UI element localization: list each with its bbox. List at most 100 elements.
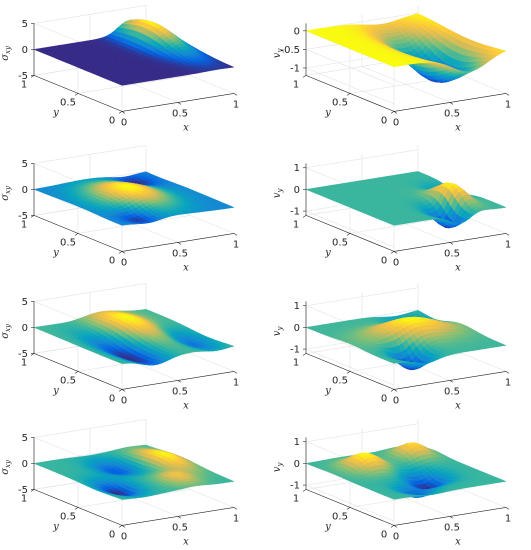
z-tick-label: -1 bbox=[290, 207, 300, 218]
y-tick-label: 0 bbox=[381, 115, 387, 126]
y-tick-label: 1 bbox=[293, 79, 299, 90]
x-tick-label: 0.5 bbox=[172, 108, 188, 119]
z-tick-label: -5 bbox=[18, 485, 28, 496]
y-tick-label: 1 bbox=[293, 493, 299, 504]
z-tick-label: 1 bbox=[294, 163, 300, 174]
surface-mesh bbox=[33, 171, 235, 226]
x-tick-label: 0 bbox=[121, 117, 127, 128]
x-tick-label: 1 bbox=[505, 513, 511, 524]
surface-panel-4: 0 0.5 1 0 0.5 1 -1 0 1 x y vy bbox=[272, 140, 531, 276]
x-tick-label: 0 bbox=[121, 531, 127, 542]
z-tick-label: 5 bbox=[22, 159, 28, 170]
x-tick-label: 0.5 bbox=[444, 522, 460, 533]
y-tick-label: 0.5 bbox=[332, 97, 348, 108]
z-tick-label: 5 bbox=[22, 19, 28, 30]
y-tick-label: 0 bbox=[109, 255, 115, 266]
x-tick-label: 0 bbox=[393, 257, 399, 268]
z-axis-label: σxy bbox=[0, 185, 12, 201]
surface-panel-6: 0 0.5 1 0 0.5 1 -1 0 1 x y vy bbox=[272, 278, 531, 414]
y-tick-label: 0.5 bbox=[332, 511, 348, 522]
surface-mesh bbox=[33, 444, 235, 500]
x-axis-label: x bbox=[183, 536, 189, 547]
surface-mesh bbox=[33, 19, 235, 86]
y-tick-label: 1 bbox=[21, 219, 27, 230]
surface-panel-8: 0 0.5 1 0 0.5 1 -1 0 1 x y vy bbox=[272, 414, 531, 550]
x-tick-label: 0 bbox=[121, 395, 127, 406]
y-axis-label: y bbox=[52, 521, 59, 532]
x-tick-label: 0.5 bbox=[444, 386, 460, 397]
z-axis-label: σxy bbox=[0, 45, 12, 61]
x-axis-label: x bbox=[455, 400, 461, 411]
z-tick-label: 5 bbox=[22, 297, 28, 308]
y-tick-label: 0.5 bbox=[60, 375, 76, 386]
surface-panel-3: 0 0.5 1 0 0.5 1 -5 0 5 x y σxy bbox=[0, 140, 260, 276]
surface-mesh bbox=[305, 309, 507, 371]
z-tick-label: 1 bbox=[294, 437, 300, 448]
y-tick-label: 0.5 bbox=[332, 237, 348, 248]
y-axis-label: y bbox=[52, 247, 59, 258]
x-tick-label: 0.5 bbox=[172, 522, 188, 533]
y-axis-label: y bbox=[324, 385, 331, 396]
y-tick-label: 0.5 bbox=[60, 97, 76, 108]
z-tick-label: 0 bbox=[22, 323, 28, 334]
x-tick-label: 0 bbox=[393, 531, 399, 542]
y-tick-label: 0.5 bbox=[60, 237, 76, 248]
y-tick-label: 0 bbox=[109, 529, 115, 540]
surface-mesh bbox=[305, 13, 507, 83]
x-axis-label: x bbox=[455, 262, 461, 273]
z-axis-label: vy bbox=[272, 48, 284, 59]
y-tick-label: 0 bbox=[381, 529, 387, 540]
y-tick-label: 1 bbox=[293, 357, 299, 368]
z-axis-label: σxy bbox=[0, 459, 12, 475]
y-axis-label: y bbox=[52, 385, 59, 396]
y-axis-label: y bbox=[324, 247, 331, 258]
z-axis-label: vy bbox=[272, 462, 284, 473]
y-tick-label: 1 bbox=[21, 357, 27, 368]
z-tick-label: 0 bbox=[294, 459, 300, 470]
z-tick-label: -1 bbox=[290, 481, 300, 492]
z-tick-label: 0 bbox=[22, 459, 28, 470]
z-tick-label: -1 bbox=[290, 345, 300, 356]
z-tick-label: -5 bbox=[18, 71, 28, 82]
y-tick-label: 0.5 bbox=[60, 511, 76, 522]
surface-panel-1: 0 0.5 1 0 0.5 1 -5 0 5 x y σxy bbox=[0, 0, 260, 136]
z-tick-label: 0 bbox=[294, 26, 300, 37]
surface-panel-7: 0 0.5 1 0 0.5 1 -5 0 5 x y σxy bbox=[0, 414, 260, 550]
y-tick-label: 0 bbox=[381, 393, 387, 404]
surface-mesh bbox=[305, 171, 507, 229]
x-tick-label: 1 bbox=[233, 239, 239, 250]
z-axis-label: σxy bbox=[0, 323, 12, 339]
x-tick-label: 1 bbox=[233, 99, 239, 110]
x-axis-label: x bbox=[183, 400, 189, 411]
surface-plot-2: 0 0.5 1 0 0.5 1 -1 -0.5 0 x y vy bbox=[272, 5, 511, 133]
z-axis-label: vy bbox=[272, 188, 284, 199]
surface-panel-2: 0 0.5 1 0 0.5 1 -1 -0.5 0 x y vy bbox=[272, 0, 531, 136]
y-tick-label: 0 bbox=[109, 115, 115, 126]
y-axis-label: y bbox=[324, 521, 331, 532]
x-axis-label: x bbox=[455, 122, 461, 133]
y-axis-label: y bbox=[52, 107, 59, 118]
z-tick-label: 0 bbox=[294, 323, 300, 334]
x-tick-label: 1 bbox=[505, 239, 511, 250]
z-tick-label: -5 bbox=[18, 349, 28, 360]
x-tick-label: 0 bbox=[121, 257, 127, 268]
surface-mesh bbox=[33, 309, 235, 366]
z-tick-label: -1 bbox=[290, 63, 300, 74]
x-tick-label: 1 bbox=[233, 513, 239, 524]
x-tick-label: 1 bbox=[505, 99, 511, 110]
z-tick-label: 0 bbox=[22, 45, 28, 56]
y-tick-label: 0 bbox=[381, 255, 387, 266]
y-axis-label: y bbox=[324, 107, 331, 118]
